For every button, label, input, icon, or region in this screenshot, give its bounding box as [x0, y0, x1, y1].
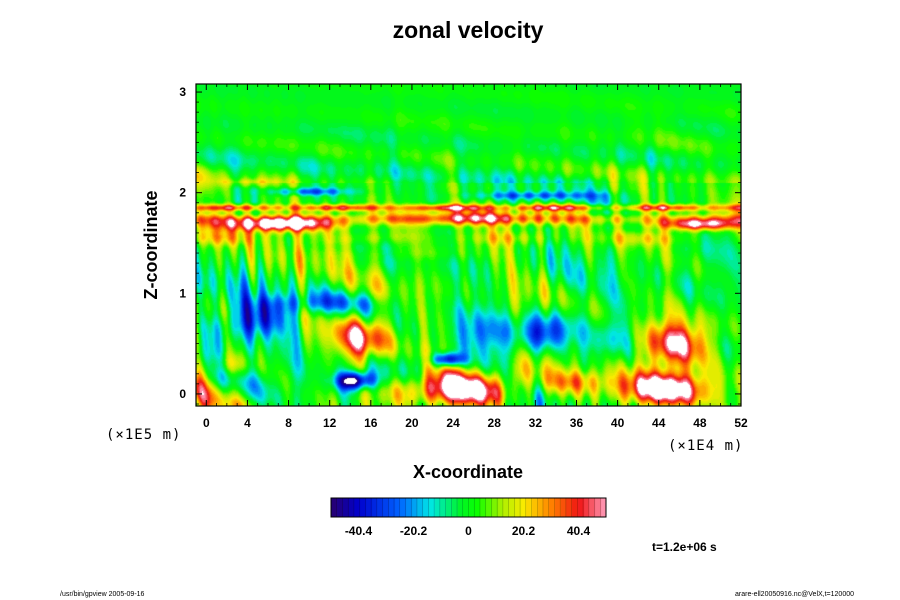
heatmap-field — [196, 84, 741, 406]
chart-title: zonal velocity — [393, 17, 544, 43]
x-tick-label: 28 — [488, 416, 502, 430]
y-axis: 0 1 2 3 — [179, 85, 741, 405]
colorbar-ticks: -40.4 -20.2 0 20.2 40.4 — [336, 498, 601, 538]
y-tick-label: 0 — [179, 387, 186, 401]
colorbar-tick-label: 20.2 — [512, 524, 536, 538]
y-tick-label: 1 — [179, 286, 186, 300]
x-tick-label: 40 — [611, 416, 625, 430]
x-unit-label: (×1E4 m) — [668, 438, 743, 454]
x-axis-label: X-coordinate — [413, 462, 523, 482]
footer-right: arare-ell20050916.nc@VelX,t=120000 — [735, 591, 854, 598]
time-label: t=1.2e+06 s — [652, 540, 717, 554]
x-tick-label: 8 — [285, 416, 292, 430]
footer-left: /usr/bin/gpview 2005-09-16 — [60, 591, 145, 598]
y-tick-label: 3 — [179, 85, 186, 99]
x-tick-label: 0 — [203, 416, 210, 430]
x-tick-label: 52 — [734, 416, 748, 430]
x-tick-label: 20 — [405, 416, 419, 430]
colorbar: -40.4 -20.2 0 20.2 40.4 — [330, 497, 607, 538]
x-tick-label: 12 — [323, 416, 337, 430]
plot-area — [195, 83, 742, 407]
x-tick-label: 32 — [529, 416, 543, 430]
y-tick-label: 2 — [179, 186, 186, 200]
colorbar-tick-label: 40.4 — [567, 524, 591, 538]
y-unit-label: (×1E5 m) — [106, 427, 181, 443]
plot-frame — [195, 83, 742, 407]
x-tick-label: 16 — [364, 416, 378, 430]
x-tick-label: 44 — [652, 416, 666, 430]
x-tick-label: 48 — [693, 416, 707, 430]
colorbar-frame — [330, 497, 607, 518]
x-tick-label: 36 — [570, 416, 584, 430]
x-tick-label: 24 — [446, 416, 460, 430]
colorbar-tick-label: -40.4 — [345, 524, 373, 538]
colorbar-tick-label: -20.2 — [400, 524, 428, 538]
colorbar-gradient — [331, 498, 606, 517]
colorbar-tick-label: 0 — [465, 524, 472, 538]
y-axis-label: Z-coordinate — [141, 190, 161, 299]
x-tick-label: 4 — [244, 416, 251, 430]
x-axis: 0 4 8 12 16 20 24 28 32 36 40 44 48 52 — [195, 84, 748, 430]
